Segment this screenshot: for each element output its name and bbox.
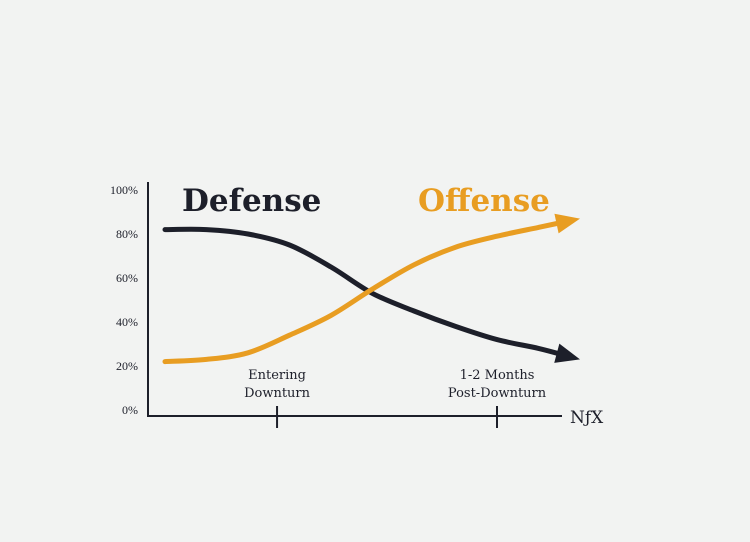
y-tick-label: 40%: [116, 315, 138, 329]
series-title-defense: Defense: [182, 183, 321, 219]
series-title-offense: Offense: [418, 183, 550, 219]
y-tick-label: 100%: [110, 183, 138, 197]
y-tick-label: 0%: [122, 403, 138, 417]
series-line-defense: [162, 226, 569, 359]
nfx-logo: NƒX: [570, 408, 604, 428]
x-annotations: Entering Downturn 1-2 Months Post-Downturn: [244, 368, 547, 428]
y-tick-label: 80%: [116, 227, 138, 241]
y-axis-tick-labels: 0% 20% 40% 60% 80% 100%: [110, 183, 138, 417]
series-line-offense: [162, 219, 569, 365]
y-tick-label: 60%: [116, 271, 138, 285]
series-arrowhead-defense: [554, 343, 580, 363]
x-annotation-label: Post-Downturn: [448, 386, 547, 401]
x-annotation-label: Entering: [248, 368, 306, 383]
series-arrowhead-offense: [554, 213, 580, 234]
series-layer: [162, 213, 580, 365]
x-annotation-label: 1-2 Months: [460, 368, 535, 383]
x-annotation-label: Downturn: [244, 386, 311, 401]
y-tick-label: 20%: [116, 359, 138, 373]
